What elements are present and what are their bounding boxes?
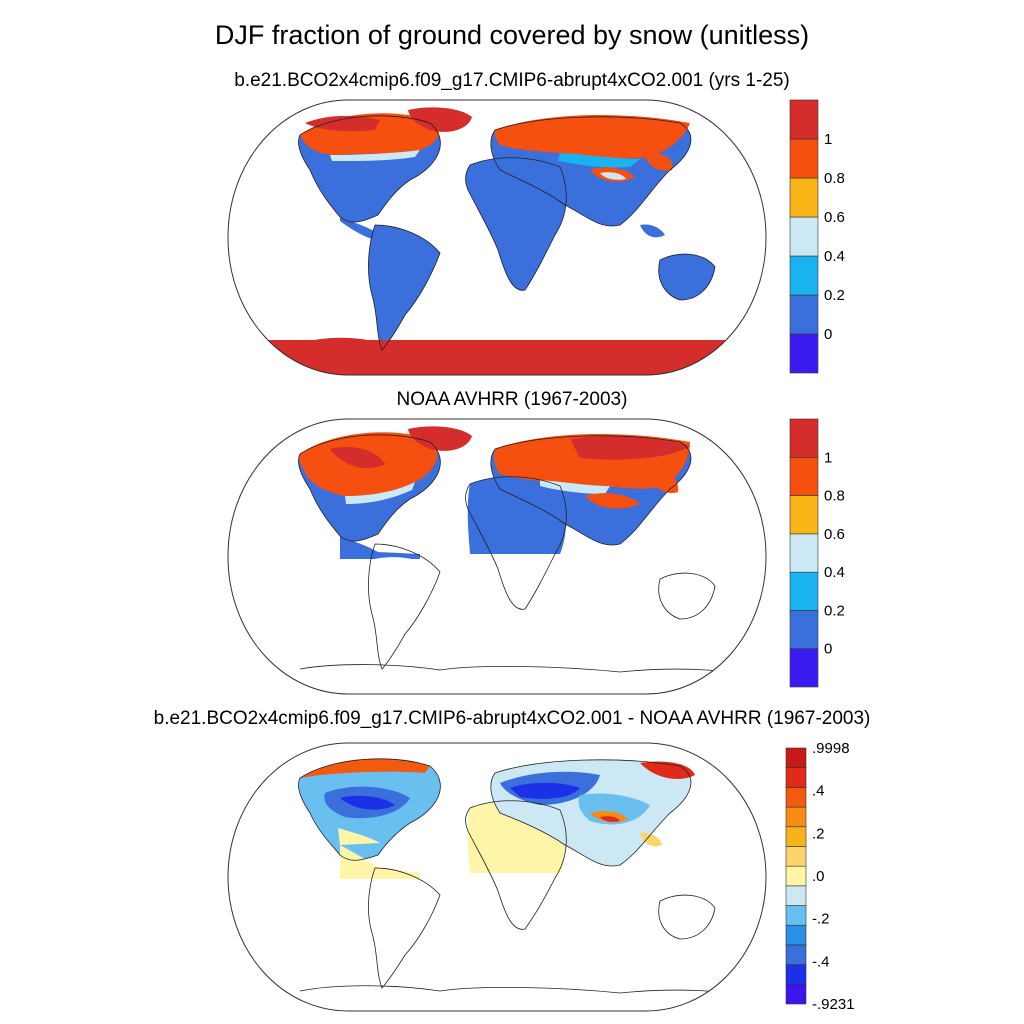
colorbar-box bbox=[789, 255, 819, 296]
colorbar-box bbox=[789, 533, 819, 573]
central-america-land bbox=[340, 217, 378, 239]
panel-2-title: NOAA AVHRR (1967-2003) bbox=[396, 389, 628, 410]
colorbar-label: 0.4 bbox=[824, 564, 845, 581]
colorbar-label: 0.2 bbox=[824, 602, 845, 619]
colorbar-box bbox=[785, 747, 807, 768]
panel-1-map: 0 0.2 0.4 0.6 0.8 1 bbox=[227, 99, 845, 376]
colorbar-label: .0 bbox=[812, 868, 825, 885]
colorbar-label: 0.8 bbox=[824, 488, 845, 505]
colorbar-box bbox=[789, 610, 819, 650]
south-america-land bbox=[368, 225, 440, 350]
colorbar-box bbox=[789, 99, 819, 140]
panel-3-map: .9998 .4 .2 .0 -.2 -.4 -.9231 bbox=[227, 740, 855, 1013]
colorbar-label: -.2 bbox=[812, 911, 830, 928]
colorbar-label: 0.4 bbox=[824, 248, 845, 265]
australia-land bbox=[658, 254, 715, 300]
colorbar-box bbox=[789, 333, 819, 374]
colorbar-box bbox=[789, 456, 819, 496]
colorbar-label: -.4 bbox=[812, 953, 830, 970]
colorbar-box bbox=[789, 294, 819, 335]
colorbar-label: 0 bbox=[824, 326, 832, 343]
colorbar-box bbox=[785, 767, 807, 788]
panel-2-colorbar: 0 0.2 0.4 0.6 0.8 1 bbox=[789, 418, 845, 688]
panel-3-title: b.e21.BCO2x4cmip6.f09_g17.CMIP6-abrupt4x… bbox=[153, 708, 871, 729]
colorbar-label: 1 bbox=[824, 131, 832, 148]
colorbar-label: 0.6 bbox=[824, 526, 845, 543]
colorbar-label: 0.8 bbox=[824, 170, 845, 187]
colorbar-box bbox=[789, 138, 819, 179]
colorbar-label: 0 bbox=[824, 641, 832, 658]
colorbar-box bbox=[789, 495, 819, 535]
south-america-outline bbox=[368, 557, 440, 669]
colorbar-label: 1 bbox=[824, 449, 832, 466]
colorbar-label: .9998 bbox=[812, 740, 850, 757]
panel-1-title: b.e21.BCO2x4cmip6.f09_g17.CMIP6-abrupt4x… bbox=[234, 70, 790, 91]
colorbar-box bbox=[785, 865, 807, 887]
colorbar-box bbox=[789, 216, 819, 257]
colorbar-box bbox=[785, 826, 807, 847]
colorbar-box bbox=[785, 846, 807, 867]
panel-3-colorbar: .9998 .4 .2 .0 -.2 -.4 -.9231 bbox=[785, 740, 855, 1013]
colorbar-box bbox=[785, 806, 807, 828]
central-america-diff bbox=[340, 845, 420, 879]
colorbar-box bbox=[785, 905, 807, 926]
eurasia-snow bbox=[494, 114, 690, 159]
colorbar-box bbox=[785, 984, 807, 1005]
colorbar-label: 0.6 bbox=[824, 209, 845, 226]
colorbar-box bbox=[785, 924, 807, 946]
colorbar-box bbox=[785, 964, 807, 985]
colorbar-box bbox=[789, 418, 819, 458]
panel-1-colorbar: 0 0.2 0.4 0.6 0.8 1 bbox=[789, 99, 845, 374]
colorbar-box bbox=[785, 885, 807, 906]
africa-outline bbox=[498, 554, 560, 610]
colorbar-label: .2 bbox=[812, 825, 825, 842]
colorbar-box bbox=[789, 177, 819, 218]
colorbar-label: .4 bbox=[812, 783, 825, 800]
colorbar-box bbox=[789, 571, 819, 611]
colorbar-box bbox=[789, 648, 819, 688]
colorbar-label: -.9231 bbox=[812, 996, 855, 1013]
africa-land bbox=[465, 157, 567, 291]
main-title: DJF fraction of ground covered by snow (… bbox=[214, 20, 810, 50]
colorbar-label: 0.2 bbox=[824, 287, 845, 304]
panel-2-map: 0 0.2 0.4 0.6 0.8 1 bbox=[227, 418, 845, 695]
colorbar-box bbox=[785, 944, 807, 965]
central-america-land bbox=[340, 536, 420, 559]
colorbar-box bbox=[785, 787, 807, 808]
